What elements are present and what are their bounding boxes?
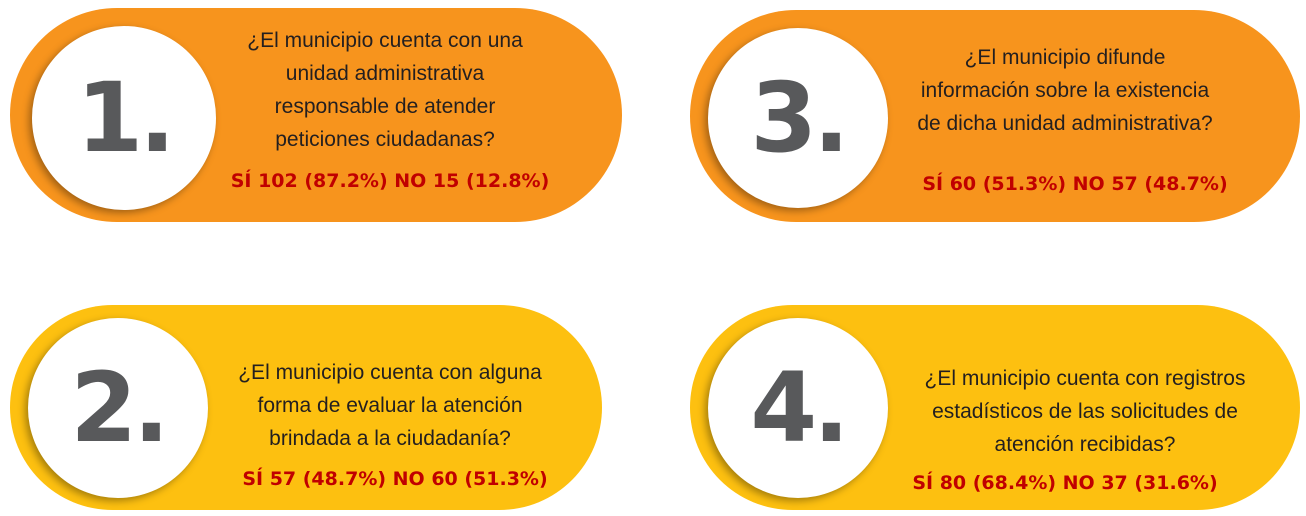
number-circle: 2. [28,318,208,498]
answer: SÍ 60 (51.3%) NO 57 (48.7%) [922,173,1228,195]
question-line: estadísticos de las solicitudes de [932,400,1238,423]
answer: SÍ 102 (87.2%) NO 15 (12.8%) [230,170,550,192]
question: ¿El municipio cuenta con registros estad… [870,362,1300,461]
number-circle: 1. [32,26,216,210]
question-line: unidad administrativa [285,62,485,85]
card-number: 3. [750,62,849,174]
question-line: información sobre la existencia [920,79,1210,102]
answer: SÍ 80 (68.4%) NO 37 (31.6%) [912,472,1218,494]
number-circle: 4. [708,318,888,498]
question: ¿El municipio cuenta con alguna forma de… [180,356,600,455]
question-line: ¿El municipio cuenta con registros [924,367,1246,390]
question-line: forma de evaluar la atención [257,394,523,417]
question-line: ¿El municipio cuenta con alguna [238,361,542,384]
question-line: atención recibidas? [994,433,1176,456]
answer: SÍ 57 (48.7%) NO 60 (51.3%) [242,468,548,490]
question-line: ¿El municipio difunde [964,46,1166,69]
question-line: ¿El municipio cuenta con una [247,29,523,52]
question: ¿El municipio difunde información sobre … [855,41,1275,140]
question-line: peticiones ciudadanas? [275,128,495,151]
card-number: 1. [76,62,175,174]
card-number: 2. [70,352,169,464]
question-line: brindada a la ciudadanía? [269,427,511,450]
question-line: de dicha unidad administrativa? [917,112,1213,135]
question-line: responsable de atender [274,95,496,118]
card-number: 4. [750,352,849,464]
number-circle: 3. [708,28,888,208]
question: ¿El municipio cuenta con una unidad admi… [175,24,595,156]
